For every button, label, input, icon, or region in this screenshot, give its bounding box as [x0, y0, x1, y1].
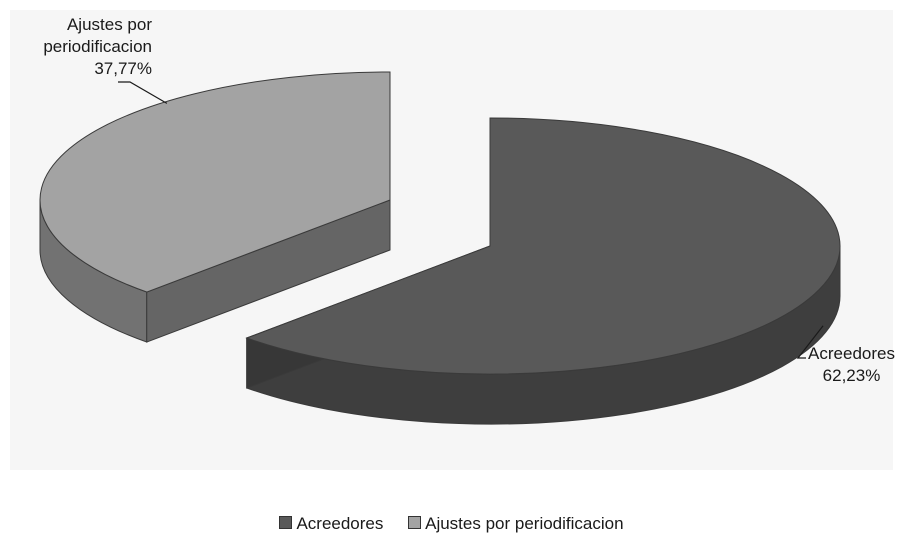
data-label-acreedores-value: 62,23% [822, 366, 881, 385]
legend-item-ajustes: Ajustes por periodificacion [408, 513, 624, 535]
leader-line-acreedores [796, 325, 824, 359]
data-label-ajustes-value: 37,77% [94, 59, 152, 78]
data-label-ajustes-name-2: periodificacion [43, 37, 152, 56]
data-label-ajustes: Ajustes por periodificacion 37,77% [0, 14, 152, 80]
data-label-acreedores: Acreedores 62,23% [800, 343, 903, 387]
pie-slice-ajustes-por-periodificacion [39, 71, 391, 293]
legend: Acreedores Ajustes por periodificacion [0, 513, 903, 535]
leader-line-ajustes [118, 81, 168, 104]
legend-swatch-ajustes [408, 516, 422, 529]
legend-label-acreedores: Acreedores [296, 514, 384, 533]
pie-slice-acreedores [245, 117, 841, 375]
data-label-acreedores-name: Acreedores [808, 344, 895, 363]
legend-label-ajustes: Ajustes por periodificacion [425, 514, 624, 533]
legend-swatch-acreedores [279, 516, 293, 529]
data-label-ajustes-name-1: Ajustes por [66, 15, 152, 34]
legend-item-acreedores: Acreedores [279, 513, 383, 535]
